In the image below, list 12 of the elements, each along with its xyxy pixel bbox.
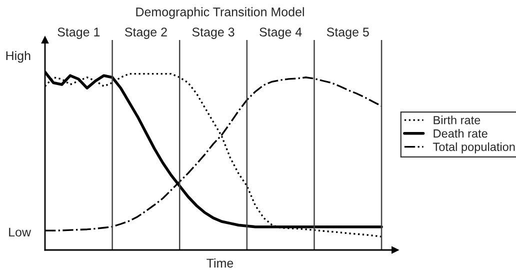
text: Stage 2: [124, 28, 167, 39]
text: Stage 5: [326, 28, 369, 39]
text: Stage 1: [58, 28, 100, 39]
legend-label: Total population: [433, 142, 515, 154]
chart-title: Demographic Transition Model: [136, 7, 304, 19]
x-axis-title: Time: [206, 258, 234, 268]
text: High: [6, 50, 30, 63]
text: Stage 4: [260, 28, 302, 39]
legend-label: Death rate: [434, 129, 488, 138]
legend-label: Birth rate: [434, 116, 480, 124]
text: Low: [9, 228, 32, 237]
text: Stage 3: [192, 28, 234, 39]
